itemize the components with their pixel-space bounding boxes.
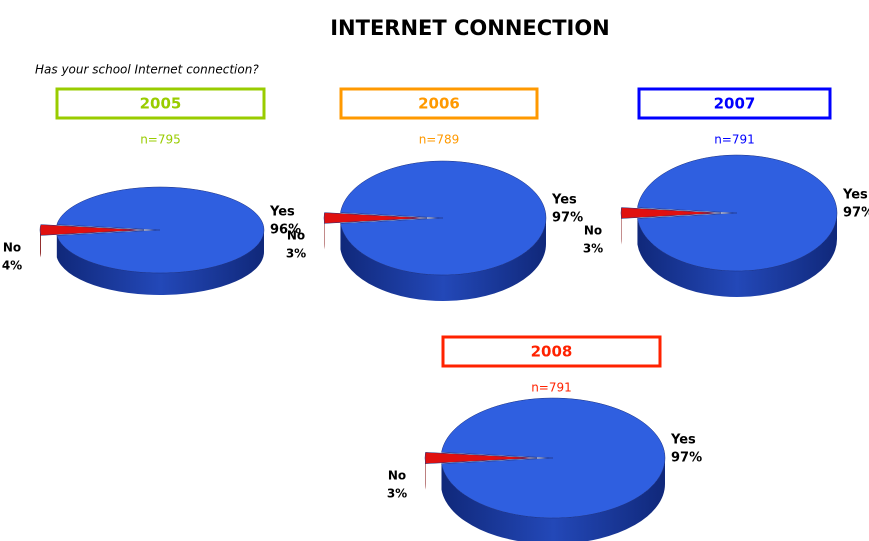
year-box — [55, 87, 266, 120]
slice-value: 97% — [843, 206, 869, 221]
pie-side — [441, 458, 665, 541]
pie-side — [637, 213, 837, 298]
sample-size: n=791 — [714, 133, 755, 147]
year-label: 2008 — [531, 343, 573, 361]
year-box — [637, 87, 832, 120]
slice-label: No — [3, 241, 21, 255]
pie-side — [340, 218, 546, 302]
pie-slice — [323, 212, 428, 224]
slice-value: 97% — [552, 211, 583, 226]
sample-size: n=791 — [531, 381, 572, 395]
slice-value: 96% — [270, 223, 301, 238]
pie-slice — [39, 224, 145, 236]
pie-slice — [424, 452, 538, 464]
slice-label: No — [388, 469, 406, 483]
page-subtitle: Has your school Internet connection? — [35, 63, 259, 77]
year-label: 2007 — [714, 95, 756, 113]
year-label: 2006 — [418, 95, 460, 113]
year-box — [339, 87, 539, 120]
pie-slice — [637, 154, 838, 272]
sample-size: n=795 — [140, 133, 181, 147]
slice-value: 3% — [286, 247, 306, 261]
pie-slice — [441, 397, 666, 519]
slice-label: No — [584, 224, 602, 238]
slice-label: Yes — [842, 188, 868, 203]
pie-slice — [620, 207, 722, 219]
year-box — [441, 335, 662, 368]
slice-label: No — [287, 229, 305, 243]
sample-size: n=789 — [419, 133, 460, 147]
slice-label: Yes — [551, 193, 577, 208]
slice-value: 3% — [387, 487, 407, 501]
slice-value: 4% — [2, 259, 22, 273]
pie-side — [40, 230, 41, 258]
pie-slice — [340, 160, 547, 276]
pie-side — [56, 230, 265, 296]
slice-label: Yes — [269, 205, 295, 220]
slice-value: 97% — [671, 451, 702, 466]
page-title: INTERNET CONNECTION — [330, 16, 610, 40]
year-label: 2005 — [140, 95, 182, 113]
slice-value: 3% — [583, 242, 603, 256]
pie-slice — [56, 186, 265, 274]
slice-label: Yes — [670, 433, 696, 448]
